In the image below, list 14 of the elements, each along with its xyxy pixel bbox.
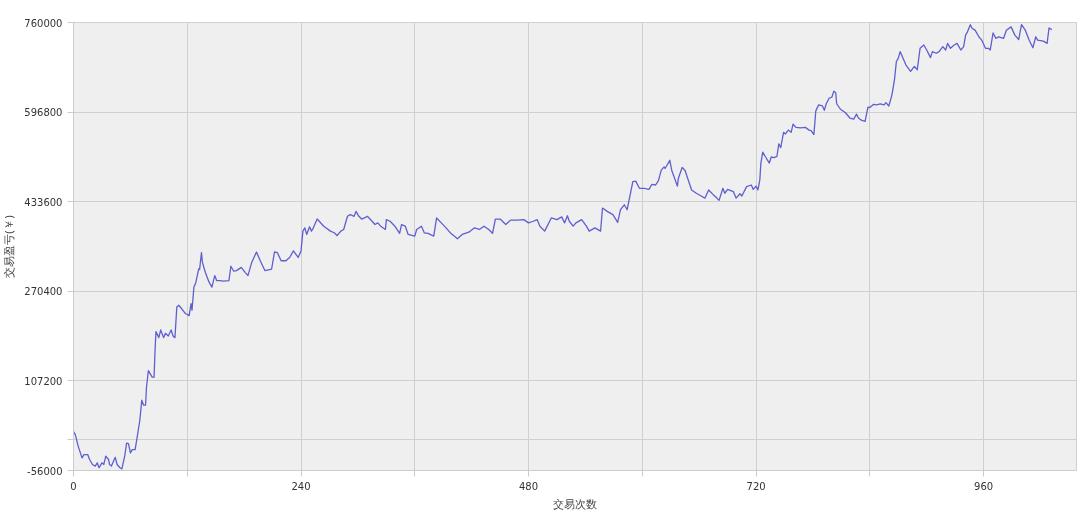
line-series <box>73 24 1053 470</box>
y-tick-label: 596800 <box>24 107 63 119</box>
x-tick-label: 240 <box>291 480 311 492</box>
y-tick-label: 760000 <box>24 17 63 29</box>
x-tick-label: 480 <box>519 480 539 492</box>
y-tick-label: 433600 <box>24 196 63 208</box>
x-axis-title: 交易次数 <box>553 497 597 511</box>
x-tick-label: 720 <box>746 480 766 492</box>
y-tick-label: 107200 <box>24 375 63 387</box>
y-axis-title: 交易盈亏(￥) <box>3 214 17 279</box>
y-tick-label: -56000 <box>27 465 63 477</box>
x-tick-label: 0 <box>70 480 77 492</box>
y-tick-label: 270400 <box>24 286 63 298</box>
x-tick-label: 960 <box>974 480 994 492</box>
